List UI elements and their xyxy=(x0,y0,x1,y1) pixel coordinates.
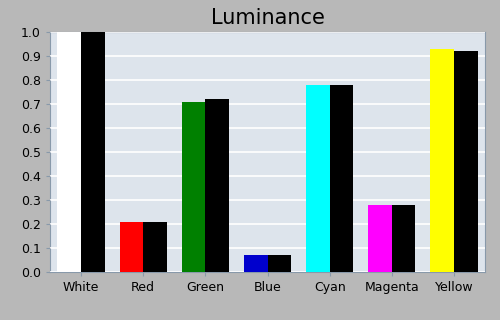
Bar xyxy=(330,85,353,272)
Bar xyxy=(368,205,392,272)
Bar xyxy=(430,49,454,272)
Bar xyxy=(143,221,167,272)
Bar xyxy=(58,32,81,272)
Bar xyxy=(268,255,291,272)
Bar xyxy=(81,32,104,272)
Bar xyxy=(206,99,229,272)
Bar xyxy=(454,51,477,272)
Bar xyxy=(244,255,268,272)
Bar xyxy=(120,221,143,272)
Bar xyxy=(306,85,330,272)
Title: Luminance: Luminance xyxy=(210,8,324,28)
Bar xyxy=(182,102,206,272)
Bar xyxy=(392,205,415,272)
